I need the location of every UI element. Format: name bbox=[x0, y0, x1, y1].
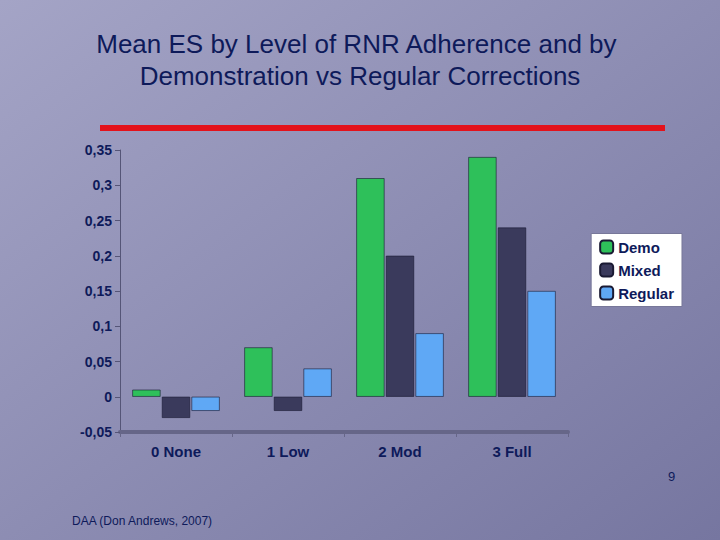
svg-text:9: 9 bbox=[668, 469, 675, 484]
svg-text:0: 0 bbox=[104, 389, 112, 405]
svg-text:0,3: 0,3 bbox=[93, 177, 113, 193]
svg-text:3 Full: 3 Full bbox=[492, 443, 531, 460]
svg-text:-0,05: -0,05 bbox=[80, 424, 112, 440]
svg-text:Mixed: Mixed bbox=[618, 262, 661, 279]
svg-text:2 Mod: 2 Mod bbox=[378, 443, 421, 460]
svg-text:0,05: 0,05 bbox=[85, 354, 112, 370]
svg-text:0,1: 0,1 bbox=[93, 318, 113, 334]
svg-text:0,35: 0,35 bbox=[85, 142, 112, 158]
svg-text:Demo: Demo bbox=[618, 239, 660, 256]
svg-text:0,2: 0,2 bbox=[93, 248, 113, 264]
svg-text:Demonstration vs Regular Corre: Demonstration vs Regular Corrections bbox=[140, 61, 581, 91]
svg-text:Mean ES by Level of RNR Adhere: Mean ES by Level of RNR Adherence and by bbox=[96, 29, 624, 59]
svg-text:0,15: 0,15 bbox=[85, 283, 112, 299]
svg-text:Regular: Regular bbox=[618, 285, 674, 302]
svg-text:0 None: 0 None bbox=[151, 443, 201, 460]
svg-text:0,25: 0,25 bbox=[85, 213, 112, 229]
svg-text:1 Low: 1 Low bbox=[267, 443, 310, 460]
svg-text:DAA (Don Andrews, 2007): DAA (Don Andrews, 2007) bbox=[72, 514, 212, 528]
